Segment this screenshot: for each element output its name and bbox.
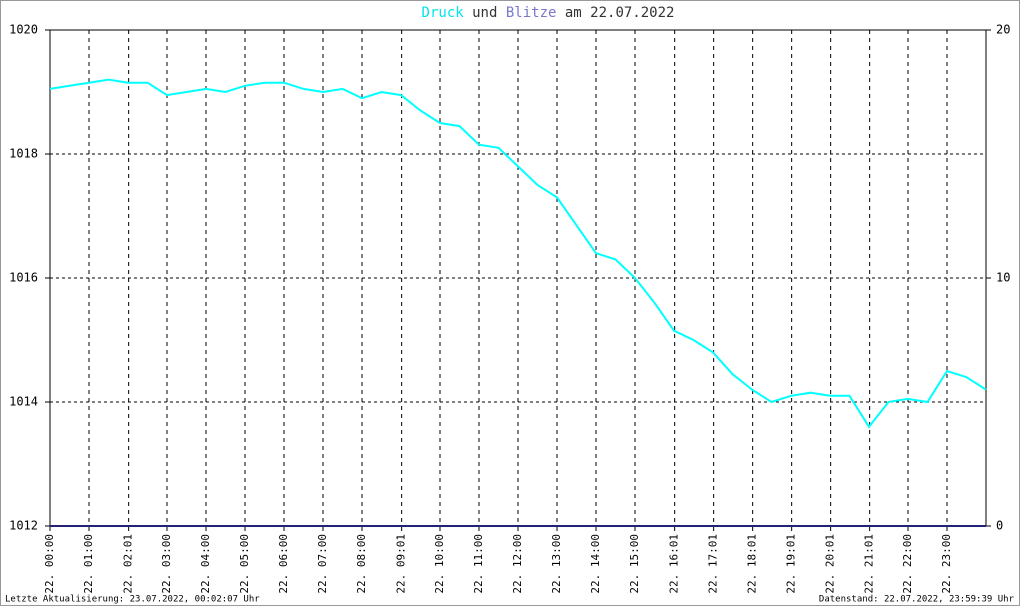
x-tick-label: 22. 02:01 [122,534,135,594]
x-tick-label: 22. 07:00 [316,534,329,594]
y2-tick-label: 0 [996,519,1003,533]
x-tick-label: 22. 03:00 [160,534,173,594]
chart-title: Druck und Blitze am 22.07.2022 [422,5,675,21]
x-tick-label: 22. 05:00 [238,534,251,594]
title-part: Blitze [506,5,557,21]
y-tick-label: 1018 [9,147,38,161]
y-tick-label: 1020 [9,23,38,37]
x-tick-label: 22. 21:01 [863,534,876,594]
y2-tick-label: 10 [996,271,1010,285]
title-part: Druck [422,5,465,21]
y-tick-label: 1016 [9,271,38,285]
x-tick-label: 22. 23:00 [940,534,953,594]
x-tick-label: 22. 17:01 [707,534,720,594]
x-tick-label: 22. 15:00 [628,534,641,594]
x-tick-label: 22. 13:00 [550,534,563,594]
x-tick-label: 22. 00:00 [43,534,56,594]
y2-tick-label: 20 [996,23,1010,37]
x-tick-label: 22. 16:01 [668,534,681,594]
x-tick-label: 22. 22:00 [901,534,914,594]
x-tick-label: 22. 12:00 [511,534,524,594]
data-line [49,78,987,429]
x-tick-label: 22. 08:00 [355,534,368,594]
y-tick-label: 1014 [9,395,38,409]
x-tick-label: 22. 20:01 [824,534,837,594]
footer-right: Datenstand: 22.07.2022, 23:59:39 Uhr [819,595,1015,605]
x-tick-label: 22. 18:01 [746,534,759,594]
x-tick-label: 22. 14:00 [589,534,602,594]
title-part: und [472,5,497,21]
x-tick-label: 22. 04:00 [199,534,212,594]
footer-left: Letzte Aktualisierung: 23.07.2022, 00:02… [5,595,260,605]
x-tick-label: 22. 09:01 [395,534,408,594]
x-tick-label: 22. 10:00 [433,534,446,594]
x-tick-label: 22. 06:00 [277,534,290,594]
x-tick-label: 22. 11:00 [472,534,485,594]
title-part: am 22.07.2022 [565,5,675,21]
y-tick-label: 1012 [9,519,38,533]
x-tick-label: 22. 19:01 [785,534,798,594]
x-tick-label: 22. 01:00 [82,534,95,594]
